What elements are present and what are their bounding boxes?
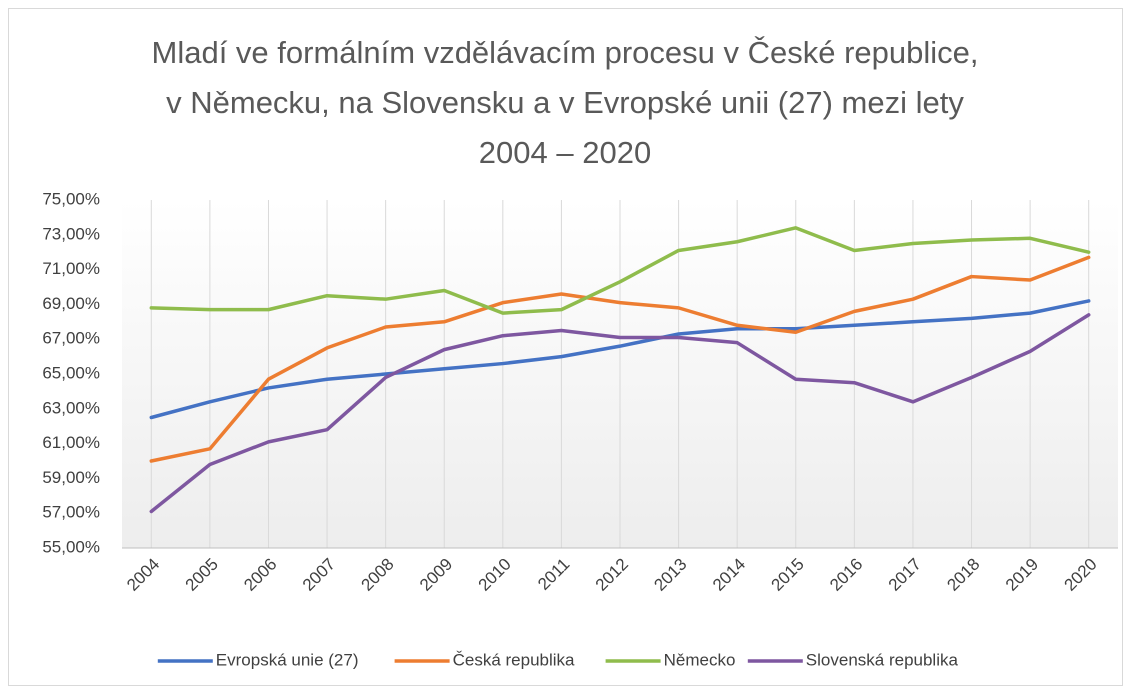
y-tick-label: 57,00% <box>42 503 100 522</box>
legend-label: Slovenská republika <box>806 650 959 669</box>
series-line <box>149 226 1091 315</box>
series-line <box>149 313 1091 514</box>
y-tick-label: 67,00% <box>42 329 100 348</box>
chart-title: Mladí ve formálním vzdělávacím procesu v… <box>151 35 979 170</box>
series-line <box>149 255 1091 463</box>
y-tick-label: 65,00% <box>42 363 100 382</box>
y-tick-label: 61,00% <box>42 433 100 452</box>
legend-label: Německo <box>664 650 736 669</box>
y-tick-label: 59,00% <box>42 468 100 487</box>
legend-label: Evropská unie (27) <box>216 650 359 669</box>
y-tick-label: 73,00% <box>42 224 100 243</box>
legend-label: Česká republika <box>453 650 575 669</box>
y-tick-label: 75,00% <box>42 189 100 208</box>
y-tick-label: 71,00% <box>42 259 100 278</box>
series-line <box>149 299 1091 420</box>
y-tick-label: 55,00% <box>42 537 100 556</box>
y-tick-label: 69,00% <box>42 294 100 313</box>
y-tick-label: 63,00% <box>42 398 100 417</box>
